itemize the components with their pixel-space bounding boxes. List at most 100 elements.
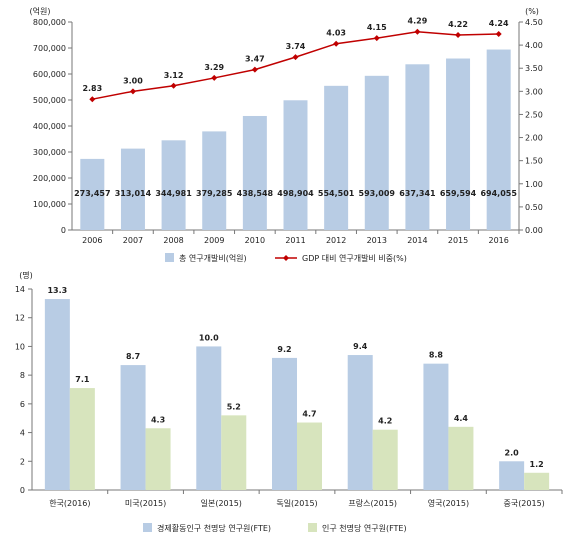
bar-rd-expenditure: [120, 148, 145, 230]
bar-researchers-per-population: [524, 472, 550, 490]
y-tick-label: 10: [15, 342, 25, 351]
bar-value-label: 10.0: [199, 333, 219, 342]
gdp-ratio-point: [373, 35, 380, 42]
x-tick-label: 2014: [407, 236, 427, 245]
left-tick-label: 500,000: [33, 96, 66, 105]
line-value-label: 4.15: [367, 23, 387, 32]
right-axis-unit: (%): [525, 7, 539, 16]
gdp-ratio-point: [333, 40, 340, 47]
gdp-ratio-point: [211, 74, 218, 81]
x-tick-label: 2015: [448, 236, 468, 245]
line-value-label: 4.03: [326, 29, 346, 38]
left-tick-label: 400,000: [33, 122, 66, 131]
line-value-label: 3.00: [123, 76, 143, 85]
right-tick-label: 1.00: [525, 180, 543, 189]
gdp-ratio-point: [251, 66, 258, 73]
line-value-label: 3.12: [164, 71, 184, 80]
line-value-label: 4.29: [408, 17, 428, 26]
x-tick-label: 2010: [245, 236, 265, 245]
x-tick-label: 한국(2016): [49, 499, 90, 508]
bar-value-label: 2.0: [505, 448, 520, 457]
x-tick-label: 미국(2015): [125, 499, 166, 508]
bar-researchers-per-population: [145, 428, 171, 490]
line-value-label: 3.74: [286, 42, 306, 51]
bar-researchers-per-economically-active: [44, 299, 70, 490]
x-tick-label: 2016: [489, 236, 509, 245]
bar-researchers-per-economically-active: [347, 355, 373, 490]
left-tick-label: 800,000: [33, 18, 66, 27]
left-tick-label: 700,000: [33, 44, 66, 53]
bar-value-label: 1.2: [530, 460, 544, 469]
y-axis-unit: (명): [19, 270, 33, 280]
x-tick-label: 2012: [326, 236, 346, 245]
x-tick-label: 2013: [367, 236, 387, 245]
x-tick-label: 중국(2015): [503, 499, 544, 508]
line-value-label: 2.83: [82, 84, 102, 93]
legend-label-series1: 경제활동인구 천명당 연구원(FTE): [157, 523, 271, 533]
bar-researchers-per-economically-active: [423, 363, 449, 490]
right-tick-label: 0.50: [525, 203, 543, 212]
bar-rd-expenditure: [283, 100, 308, 230]
y-tick-label: 6: [20, 400, 25, 409]
right-tick-label: 2.00: [525, 134, 543, 143]
bar-rd-expenditure: [161, 140, 186, 230]
y-tick-label: 2: [20, 457, 25, 466]
left-tick-label: 300,000: [33, 148, 66, 157]
bar-rd-expenditure: [364, 75, 389, 230]
bar-value-label: 593,009: [359, 189, 396, 198]
right-tick-label: 0.00: [525, 226, 543, 235]
x-tick-label: 2006: [82, 236, 102, 245]
bar-value-label: 273,457: [74, 189, 110, 198]
gdp-ratio-point: [89, 96, 96, 103]
left-axis-unit: (억원): [30, 6, 51, 16]
legend-marker-line: [283, 255, 289, 261]
bar-researchers-per-economically-active: [196, 346, 222, 490]
y-tick-label: 14: [15, 285, 25, 294]
bar-value-label: 694,055: [480, 189, 517, 198]
gdp-ratio-point: [170, 82, 177, 89]
bar-rd-expenditure: [324, 85, 349, 230]
x-tick-label: 영국(2015): [428, 498, 469, 508]
bar-researchers-per-economically-active: [120, 365, 146, 490]
researchers-per-thousand-chart: 0 2 4 6 8 10 12 14 (명) 13.3 7.1 한국(2016) 8.7 4.3 미국(20…: [15, 270, 563, 533]
x-tick-label: 독일(2015): [276, 499, 317, 508]
bar-researchers-per-population: [448, 426, 474, 490]
bar-value-label: 8.8: [429, 351, 444, 360]
x-tick-label: 2011: [285, 236, 305, 245]
x-tick-label: 2007: [123, 236, 143, 245]
legend-label-series2: 인구 천명당 연구원(FTE): [322, 523, 407, 533]
bar-value-label: 554,501: [318, 189, 355, 198]
bar-rd-expenditure: [242, 115, 267, 230]
left-tick-label: 600,000: [33, 70, 66, 79]
bar-value-label: 4.4: [454, 414, 469, 423]
left-tick-label: 0: [61, 226, 66, 235]
bar-value-label: 344,981: [155, 189, 192, 198]
gdp-ratio-point: [495, 31, 502, 38]
bar-rd-expenditure: [486, 49, 511, 230]
bar-value-label: 7.1: [75, 375, 90, 384]
x-tick-label: 2009: [204, 236, 224, 245]
bar-value-label: 9.2: [277, 345, 291, 354]
bar-rd-expenditure: [405, 64, 430, 230]
right-tick-label: 1.50: [525, 157, 543, 166]
bar-rd-expenditure: [446, 58, 471, 231]
left-tick-label: 200,000: [33, 174, 66, 183]
legend-swatch-series2: [308, 523, 317, 532]
gdp-ratio-point: [455, 31, 462, 38]
bar-value-label: 4.2: [378, 417, 392, 426]
line-value-label: 4.24: [489, 19, 509, 28]
bar-researchers-per-economically-active: [272, 357, 297, 490]
right-tick-label: 3.00: [525, 87, 543, 96]
bar-value-label: 438,548: [237, 189, 274, 198]
bar-value-label: 9.4: [353, 342, 368, 351]
right-tick-label: 3.50: [525, 64, 543, 73]
x-tick-label: 일본(2015): [201, 499, 242, 508]
gdp-ratio-point: [129, 88, 136, 95]
y-tick-label: 8: [20, 371, 25, 380]
gdp-ratio-point: [414, 28, 421, 35]
x-tick-label: 프랑스(2015): [348, 498, 397, 508]
bar-value-label: 13.3: [47, 286, 67, 295]
y-tick-label: 0: [20, 486, 25, 495]
bar-value-label: 4.7: [302, 410, 316, 419]
